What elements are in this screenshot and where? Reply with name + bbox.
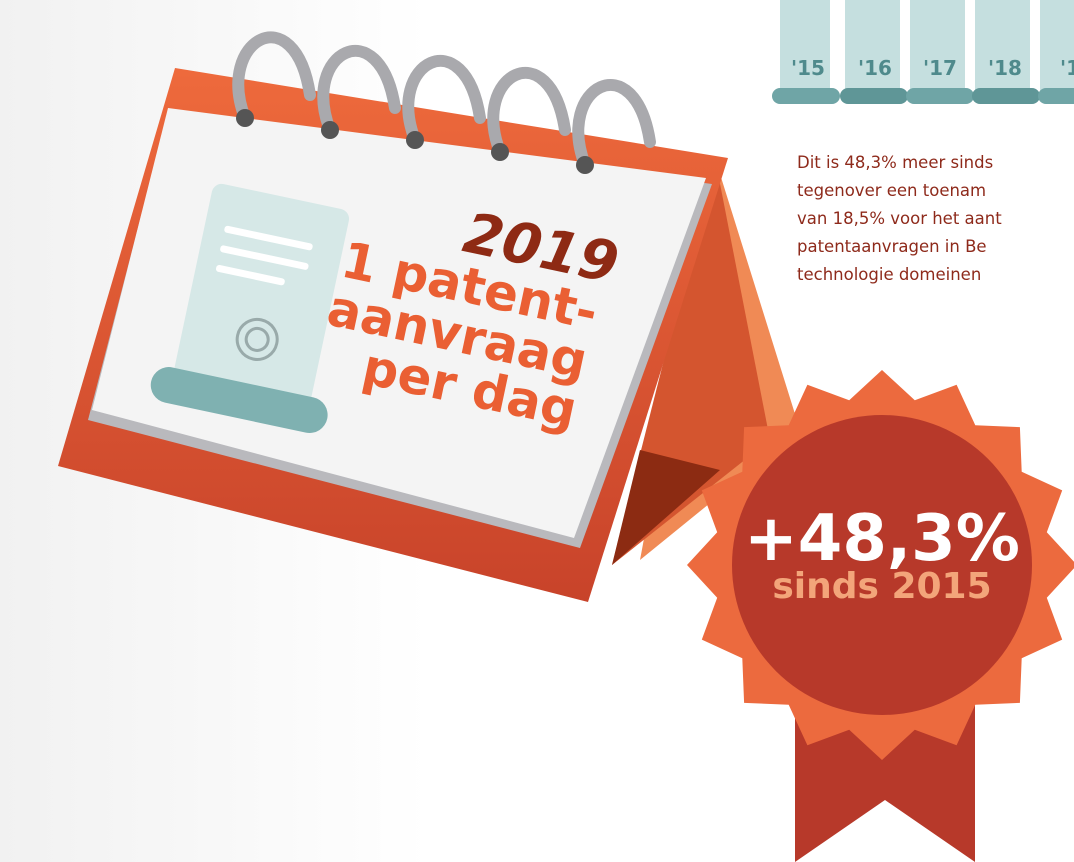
year-columns (772, 0, 1074, 104)
badge-value: +48,3% (744, 502, 1020, 576)
paragraph-line: patentaanvragen in Be (797, 237, 987, 256)
year-label: '15 (791, 56, 825, 80)
year-label: '18 (988, 56, 1022, 80)
year-label: '17 (923, 56, 957, 80)
paragraph-line: Dit is 48,3% meer sinds (797, 153, 993, 172)
paragraph-line: tegenover een toenam (797, 181, 986, 200)
badge: +48,3% sinds 2015 (687, 370, 1074, 862)
paragraph-line: van 18,5% voor het aant (797, 209, 1002, 228)
year-label: '1 (1060, 56, 1074, 80)
year-label: '16 (858, 56, 892, 80)
paragraph-line: technologie domeinen (797, 265, 981, 284)
calendar: 2019 1 patent- aanvraag per dag (58, 31, 800, 602)
badge-caption: sinds 2015 (772, 566, 991, 607)
